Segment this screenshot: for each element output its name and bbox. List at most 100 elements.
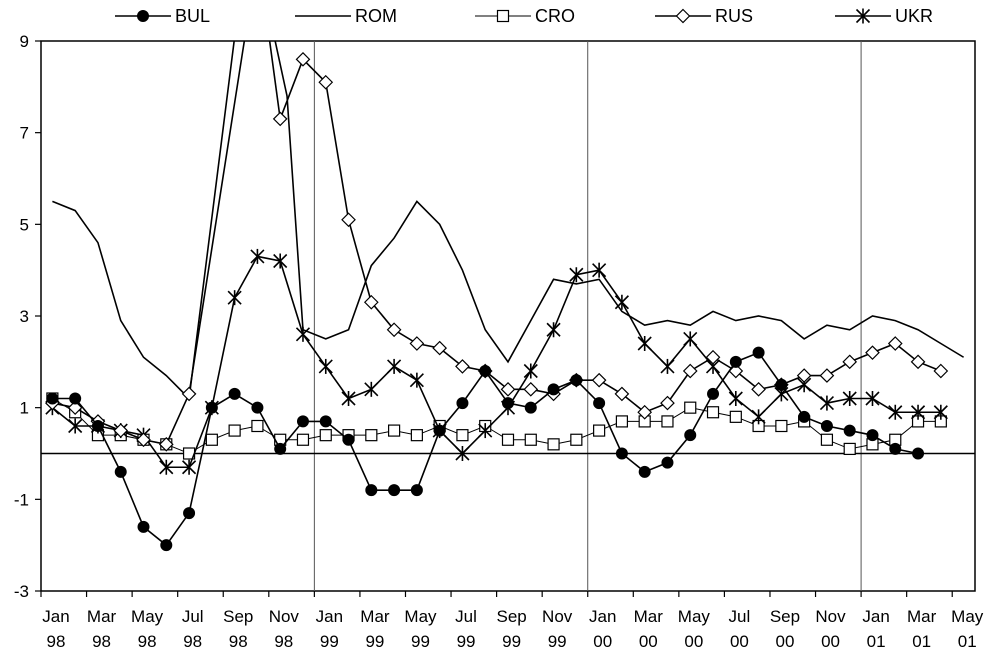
legend-item-rom: ROM [295, 6, 397, 26]
point-cro [228, 424, 241, 437]
x-tick-label-month: Nov [815, 607, 846, 626]
point-bul [137, 520, 150, 533]
point-cro [729, 410, 742, 423]
x-tick-label-month: Jul [455, 607, 477, 626]
point-cro [387, 424, 401, 437]
x-tick-label-month: Mar [907, 607, 937, 626]
x-tick-label-year: 01 [958, 632, 977, 651]
point-bul [342, 433, 355, 446]
x-tick-label-month: May [678, 607, 711, 626]
x-tick-label-month: May [951, 607, 984, 626]
point-cro [410, 429, 423, 442]
point-ukr [318, 358, 333, 374]
point-bul [843, 424, 856, 437]
point-ukr [387, 358, 402, 374]
point-ukr [728, 391, 743, 406]
legend-item-ukr: UKR [835, 6, 933, 26]
point-bul [388, 484, 401, 497]
legend-marker [855, 8, 871, 24]
x-tick-label-year: 99 [411, 632, 430, 651]
x-tick-label-year: 98 [183, 632, 202, 651]
point-bul [69, 392, 82, 405]
point-bul [114, 465, 127, 478]
x-tick-label-year: 98 [138, 632, 157, 651]
legend-label: RUS [715, 6, 753, 26]
x-tick-label-year: 00 [639, 632, 658, 651]
legend-marker [675, 8, 691, 24]
series-line-ukr [51, 255, 941, 469]
point-rus [181, 386, 197, 402]
legend-label: CRO [535, 6, 575, 26]
point-bul [479, 365, 492, 377]
series-rus [45, 41, 949, 452]
point-bul [160, 539, 173, 552]
x-tick-label-month: Nov [542, 607, 573, 626]
series-line-rus [268, 41, 281, 120]
point-bul [570, 374, 583, 387]
x-tick-label-year: 99 [320, 632, 339, 651]
y-tick-label: 5 [20, 215, 29, 234]
point-rus [272, 111, 288, 127]
legend-label: BUL [175, 6, 210, 26]
point-cro [547, 438, 560, 451]
y-tick-label: 7 [20, 124, 29, 143]
point-rus [637, 404, 653, 420]
point-bul [889, 442, 902, 455]
point-cro [706, 406, 720, 419]
legend-item-bul: BUL [115, 6, 210, 26]
point-cro [593, 424, 606, 437]
point-rus [910, 354, 926, 370]
point-cro [456, 429, 469, 442]
point-cro [843, 442, 856, 456]
point-ukr [751, 409, 766, 425]
point-cro [775, 419, 788, 433]
point-rus [682, 363, 698, 379]
x-tick-label-month: Jan [589, 607, 616, 626]
point-rus [432, 340, 448, 356]
x-tick-label-month: Mar [87, 607, 117, 626]
point-bul [638, 465, 651, 478]
point-cro [684, 401, 697, 414]
x-tick-label-year: 98 [92, 632, 111, 651]
point-ukr [865, 391, 880, 406]
x-tick-label-year: 99 [502, 632, 521, 651]
series-line-rom [274, 41, 965, 364]
series-group [45, 41, 965, 552]
point-ukr [660, 358, 675, 374]
point-bul [707, 387, 720, 400]
x-tick-label-year: 00 [684, 632, 703, 651]
point-ukr [478, 423, 493, 439]
point-bul [547, 383, 560, 396]
point-rus [455, 359, 470, 374]
point-cro [251, 419, 264, 433]
x-tick-label-year: 98 [47, 632, 66, 651]
point-rus [158, 436, 174, 452]
point-ukr [341, 391, 356, 406]
series-cro [46, 392, 947, 460]
x-tick-label-year: 00 [821, 632, 840, 651]
legend-item-rus: RUS [655, 6, 753, 26]
point-cro [570, 433, 583, 446]
point-rus [887, 336, 903, 351]
point-bul [456, 397, 469, 410]
point-bul [615, 447, 628, 460]
point-bul [274, 442, 287, 455]
point-bul [866, 429, 879, 442]
point-bul [820, 420, 833, 432]
x-tick-label-month: Jan [42, 607, 69, 626]
point-rus [751, 381, 766, 397]
point-rus [341, 212, 356, 228]
point-ukr [569, 267, 584, 283]
point-bul [433, 424, 446, 437]
point-bul [661, 456, 674, 469]
point-bul [365, 484, 378, 497]
point-bul [46, 392, 59, 405]
point-rus [136, 432, 151, 448]
point-rus [819, 368, 835, 383]
x-tick-label-month: Nov [269, 607, 300, 626]
point-rus [614, 386, 630, 402]
x-tick-label-month: Jul [729, 607, 751, 626]
x-tick-label-month: Sep [770, 607, 800, 626]
point-rus [660, 395, 675, 411]
series-line-rus [188, 41, 246, 395]
